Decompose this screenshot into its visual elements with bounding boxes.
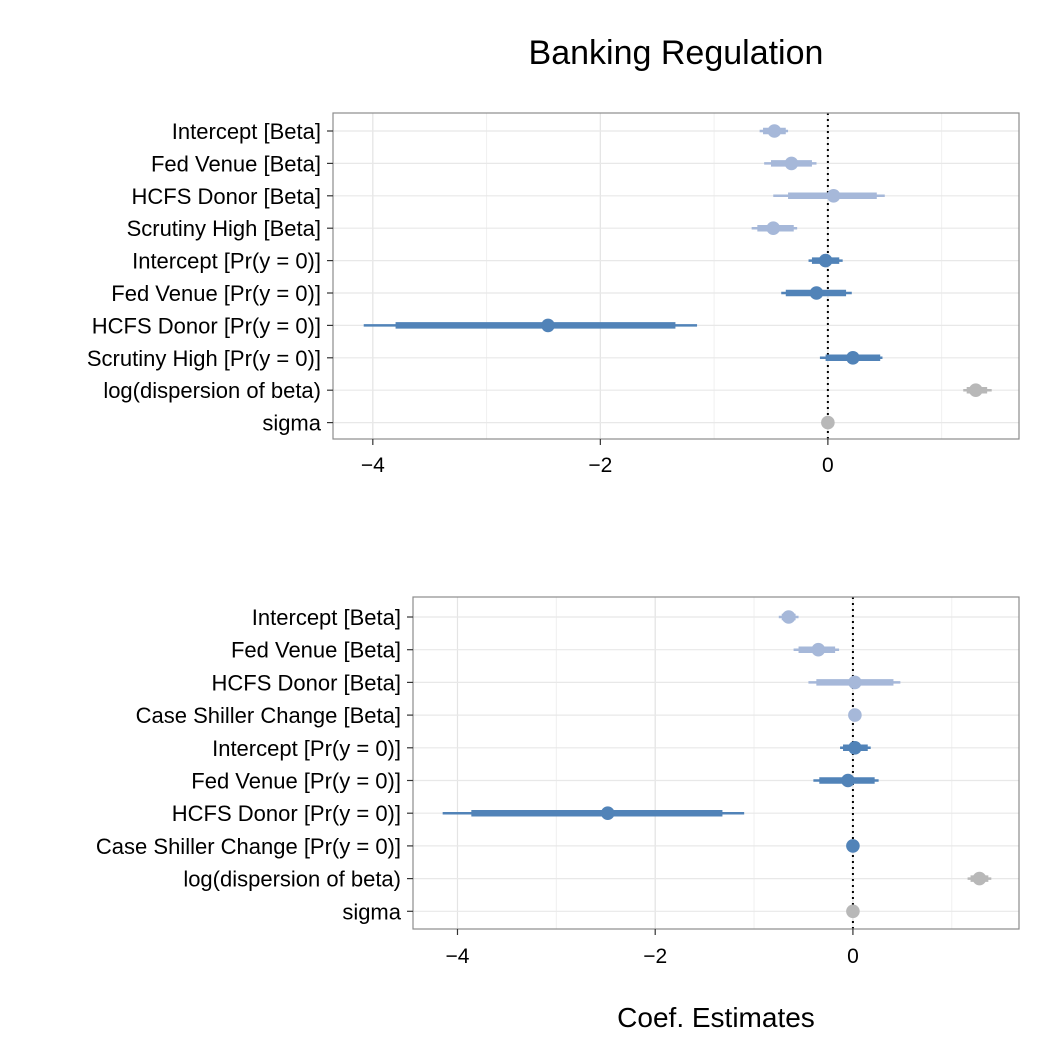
row-label: log(dispersion of beta) bbox=[103, 378, 321, 403]
row-label: Case Shiller Change [Beta] bbox=[136, 703, 401, 728]
estimate-point bbox=[541, 318, 555, 333]
row-label: Intercept [Pr(y = 0)] bbox=[212, 736, 401, 761]
estimate-point bbox=[846, 904, 860, 919]
panel-border bbox=[332, 112, 1020, 440]
estimate-point bbox=[809, 286, 824, 300]
row-label: Fed Venue [Beta] bbox=[231, 638, 401, 663]
estimate-point bbox=[972, 871, 987, 886]
estimate-point bbox=[818, 253, 833, 268]
row-label: Fed Venue [Pr(y = 0)] bbox=[191, 769, 401, 794]
estimate-point bbox=[846, 839, 860, 853]
estimate-point bbox=[821, 415, 835, 430]
row-label: Scrutiny High [Beta] bbox=[127, 216, 321, 241]
row-label: HCFS Donor [Beta] bbox=[131, 184, 321, 209]
row-label: Intercept [Beta] bbox=[172, 119, 321, 144]
row-label: sigma bbox=[262, 411, 321, 436]
row-label: Scrutiny High [Pr(y = 0)] bbox=[87, 346, 321, 371]
panel-model-2: Intercept [Beta] Fed Venue [Beta] HCFS Don… bbox=[96, 596, 1020, 968]
row-label: HCFS Donor [Pr(y = 0)] bbox=[92, 313, 321, 338]
x-tick-label: −4 bbox=[446, 945, 470, 968]
estimate-point bbox=[968, 383, 983, 398]
estimate-point bbox=[841, 773, 855, 788]
row-label: sigma bbox=[342, 899, 401, 924]
x-tick-label: −4 bbox=[361, 454, 385, 477]
estimate-point bbox=[781, 610, 796, 624]
estimate-point bbox=[766, 221, 781, 235]
row-label: Intercept [Beta] bbox=[252, 605, 401, 630]
row-label: log(dispersion of beta) bbox=[183, 867, 401, 892]
row-label: Case Shiller Change [Pr(y = 0)] bbox=[96, 834, 401, 859]
estimate-point bbox=[848, 708, 862, 722]
chart-title: Banking Regulation bbox=[529, 34, 824, 72]
x-tick-label: −2 bbox=[588, 454, 612, 477]
estimate-point bbox=[826, 189, 841, 203]
estimate-point bbox=[848, 675, 862, 690]
estimate-point bbox=[848, 741, 862, 755]
panel-border bbox=[412, 596, 1020, 930]
row-label: Fed Venue [Beta] bbox=[151, 151, 321, 176]
estimate-point bbox=[784, 156, 799, 171]
estimate-point bbox=[811, 642, 826, 657]
panel-model-1: Intercept [Beta] Fed Venue [Beta] HCFS Don… bbox=[87, 112, 1020, 477]
row-label: Intercept [Pr(y = 0)] bbox=[132, 249, 321, 274]
row-label: Fed Venue [Pr(y = 0)] bbox=[111, 281, 321, 306]
estimate-point bbox=[846, 351, 860, 365]
estimate-point bbox=[600, 806, 615, 820]
row-label: HCFS Donor [Beta] bbox=[211, 670, 401, 695]
x-tick-label: 0 bbox=[822, 454, 834, 477]
x-tick-label: 0 bbox=[847, 945, 859, 968]
row-label: HCFS Donor [Pr(y = 0)] bbox=[172, 801, 401, 826]
estimate-point bbox=[767, 124, 782, 138]
x-tick-label: −2 bbox=[643, 945, 667, 968]
x-axis-label: Coef. Estimates bbox=[617, 1002, 815, 1033]
